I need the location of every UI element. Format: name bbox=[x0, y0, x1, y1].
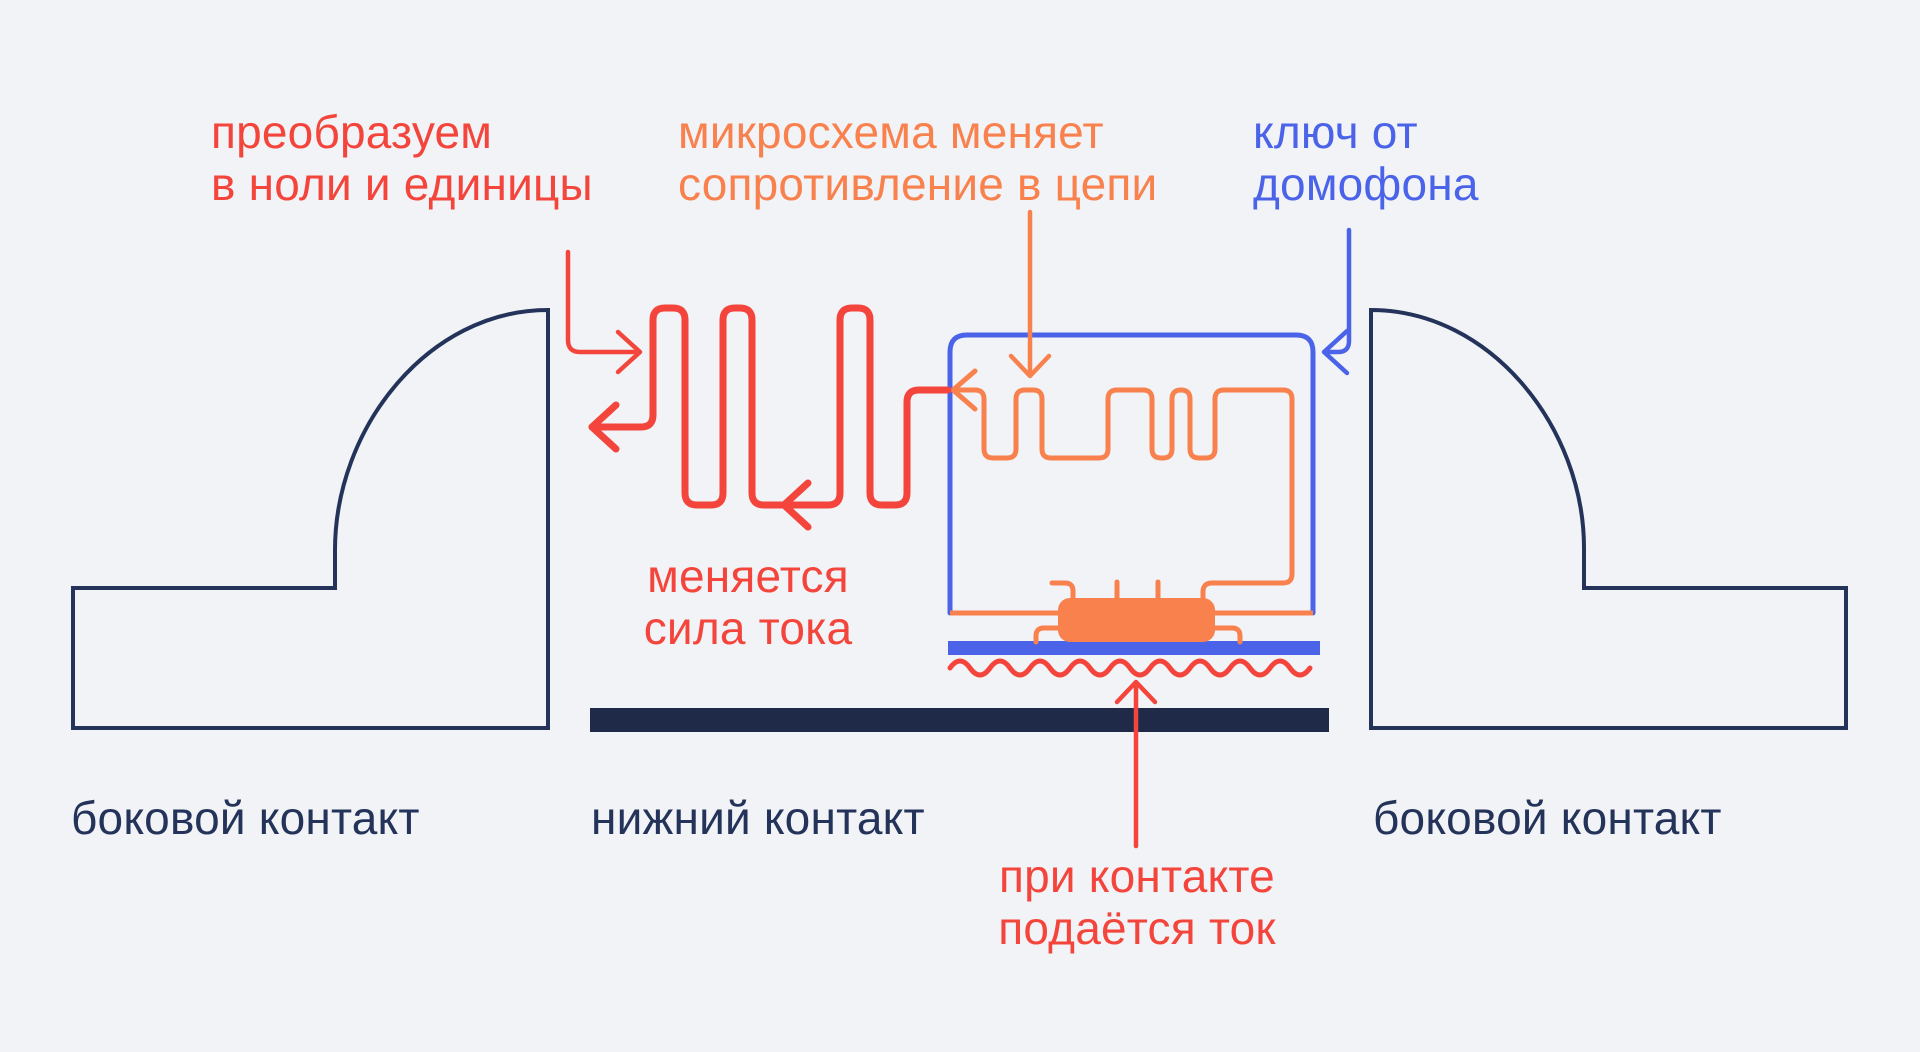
current-direction-arrow-icon bbox=[780, 479, 812, 531]
key-pointer-arrow-icon bbox=[1321, 227, 1352, 376]
contact-wavy-line bbox=[947, 658, 1313, 678]
label-power-line1: при контакте bbox=[999, 850, 1275, 902]
label-current-change-line1: меняется bbox=[647, 550, 849, 602]
chip-leg-left bbox=[1033, 625, 1061, 645]
contact-plate-blue bbox=[948, 641, 1320, 655]
label-power-line2: подаётся ток bbox=[998, 902, 1276, 954]
chip-pointer-arrow-icon bbox=[1008, 209, 1052, 379]
convert-arrow-icon bbox=[565, 249, 643, 375]
label-current-change-line2: сила тока bbox=[643, 602, 853, 654]
label-key: ключ от домофона bbox=[1253, 106, 1479, 210]
label-convert-line1: преобразуем bbox=[211, 106, 493, 158]
chip-circuit-wave bbox=[955, 387, 1295, 603]
key-outline-box bbox=[947, 332, 1316, 616]
power-arrow-icon bbox=[1114, 679, 1158, 849]
chip-leg-right bbox=[1210, 625, 1243, 645]
label-bottom-contact: нижний контакт bbox=[591, 792, 925, 844]
bottom-contact-bar bbox=[590, 708, 1329, 732]
side-contact-right-shape bbox=[1369, 307, 1848, 730]
label-microchip-line2: сопротивление в цепи bbox=[678, 158, 1158, 210]
signal-wave bbox=[588, 304, 952, 509]
label-key-line1: ключ от bbox=[1253, 106, 1418, 158]
label-side-contact-right: боковой контакт bbox=[1373, 792, 1722, 844]
label-side-contact-left: боковой контакт bbox=[71, 792, 420, 844]
chip-pin-bent bbox=[1049, 580, 1076, 603]
microchip bbox=[1033, 579, 1243, 645]
label-microchip: микросхема меняет сопротивление в цепи bbox=[678, 106, 1157, 210]
label-power-on-contact: при контакте подаётся ток bbox=[937, 850, 1337, 954]
label-convert-line2: в ноли и единицы bbox=[211, 158, 593, 210]
side-contact-left-shape bbox=[71, 307, 550, 730]
signal-out-arrow-icon bbox=[588, 401, 620, 453]
label-key-line2: домофона bbox=[1253, 158, 1479, 210]
label-current-change: меняется сила тока bbox=[558, 550, 938, 654]
chip-body bbox=[1058, 598, 1215, 642]
circuit-out-arrow-icon bbox=[950, 368, 978, 412]
label-convert: преобразуем в ноли и единицы bbox=[211, 106, 593, 210]
label-microchip-line1: микросхема меняет bbox=[678, 106, 1104, 158]
